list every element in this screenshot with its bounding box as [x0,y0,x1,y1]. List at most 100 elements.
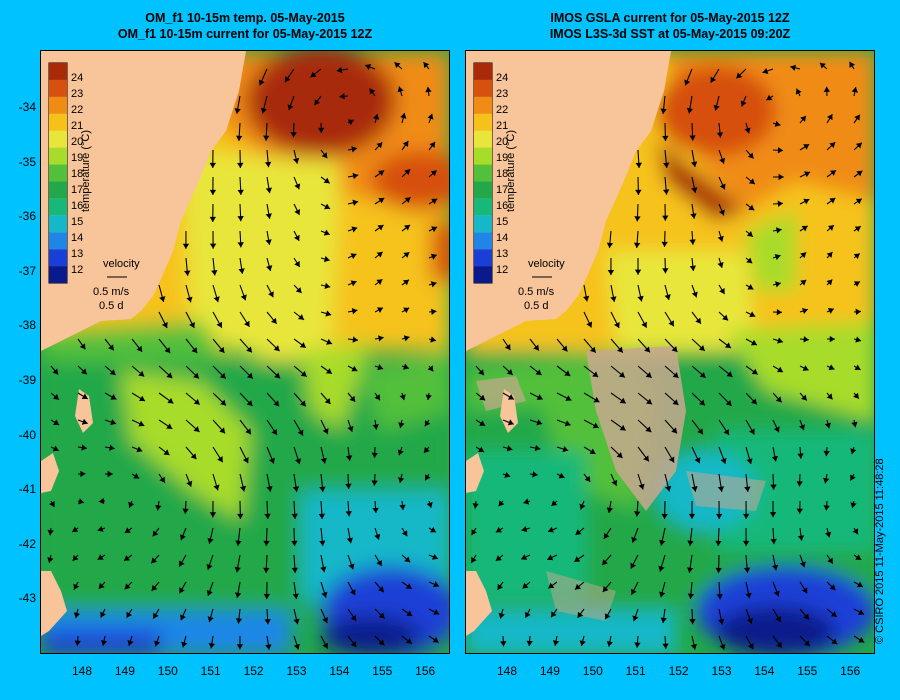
current-vector-head [687,540,694,546]
current-vector-head [371,480,378,486]
colorbar-label: temperature (°C) [505,130,517,212]
colorbar-swatch [474,266,492,283]
current-vector-head [660,108,667,114]
current-vector-head [548,526,554,533]
current-vector-head [154,640,161,647]
current-vector-head [376,142,383,149]
current-vector-head [664,294,671,300]
current-vector-head [797,535,805,541]
current-vector-head [635,162,642,168]
current-vector-head [855,142,862,149]
current-vector-head [536,419,543,426]
current-vector-head [762,67,769,74]
current-vector-head [613,322,620,329]
current-vector-head [209,162,216,168]
current-vector-head [220,399,227,406]
current-vector-head [163,449,170,456]
current-vector-head [720,457,727,464]
current-vector-head [801,587,808,594]
current-vector-head [397,449,404,456]
colorbar-tick-label: 19 [71,152,83,164]
right-map-svg: 24 23 22 21 20 19 18 17 16 15 14 13 12 temperature (… [466,51,874,653]
current-vector-head [719,183,726,190]
current-vector-head [219,427,226,434]
current-vector-head [52,368,59,375]
current-vector-head [350,641,357,648]
current-vector-head [691,291,698,298]
current-vector-head [47,529,54,536]
current-vectors [47,61,440,650]
current-vector-head [206,589,213,596]
current-vector-head [100,611,106,618]
current-vector-head [97,554,104,560]
current-vector-head [155,504,162,511]
current-vector-head [260,107,267,114]
current-vector-head [164,347,171,354]
current-vector-head [823,505,830,511]
current-vector-head [123,555,131,561]
current-vector-head [369,88,376,95]
current-vector-head [565,395,572,401]
current-vector-head [751,368,758,375]
current-vector-head [152,530,159,537]
current-vector-head [266,265,273,271]
current-vector-head [611,479,618,486]
current-vector-head [803,144,810,150]
current-vector-head [552,640,560,646]
current-vector-head [98,582,105,589]
current-vector-head [630,562,637,569]
current-vector-head [138,420,145,427]
tasmania-east-coast [466,571,492,636]
left-map-panel[interactable]: 24 23 22 21 20 19 18 17 16 15 14 13 12 temperature (… [40,50,450,654]
no-data-patch [586,346,686,511]
colorbar-swatch [474,96,492,114]
current-vector-head [274,372,281,379]
current-vector-head [52,393,59,400]
current-vector-head [263,540,270,546]
current-vector-head [397,86,404,93]
current-vector-head [689,239,696,245]
current-vector-head [524,611,531,618]
current-vector-head [423,62,430,69]
current-vector-head [273,400,280,407]
copyright-notice: © CSIRO 2015 11-May-2015 11:48:28 [874,458,886,644]
right-map-panel[interactable]: 24 23 22 21 20 19 18 17 16 15 14 13 12 temperature (… [465,50,875,654]
current-vector-head [138,370,145,377]
current-vector-head [378,612,385,619]
current-vector-head [717,235,724,242]
current-vector-head [179,560,185,567]
tasmania-north-coast [466,453,484,493]
current-vector-head [749,311,756,318]
current-vector-head [495,555,502,561]
current-vector-head [850,474,856,481]
current-vector-head [854,114,860,121]
current-vector-head [325,310,332,317]
current-vector-head [207,537,214,544]
current-vector-head [110,419,117,426]
current-vector-head [404,169,411,176]
colorbar-tick-label: 18 [496,168,508,180]
current-vector-head [699,399,705,406]
current-vector-head [79,343,86,350]
latitude-label: -41 [18,482,36,497]
current-vector-head [284,76,291,83]
current-vector-head [109,369,116,375]
current-vector-head [479,394,486,401]
longitude-label: 152 [243,664,264,678]
current-vector-head [478,446,485,453]
current-vector-head [826,279,833,286]
current-vector-head [854,364,861,370]
velocity-legend-speed: 0.5 m/s [93,286,130,298]
colorbar-swatch [474,147,492,165]
current-vector-head [742,540,750,546]
current-vector-head [533,344,539,351]
current-vector-head [855,198,862,205]
current-vector-head [689,618,696,625]
current-vector-head [603,532,610,539]
current-vector-head [686,107,694,114]
current-vector-head [78,498,84,505]
current-vector-head [293,234,300,241]
current-vector-head [402,279,410,286]
current-vector-head [345,483,352,489]
current-vector-head [378,170,385,177]
